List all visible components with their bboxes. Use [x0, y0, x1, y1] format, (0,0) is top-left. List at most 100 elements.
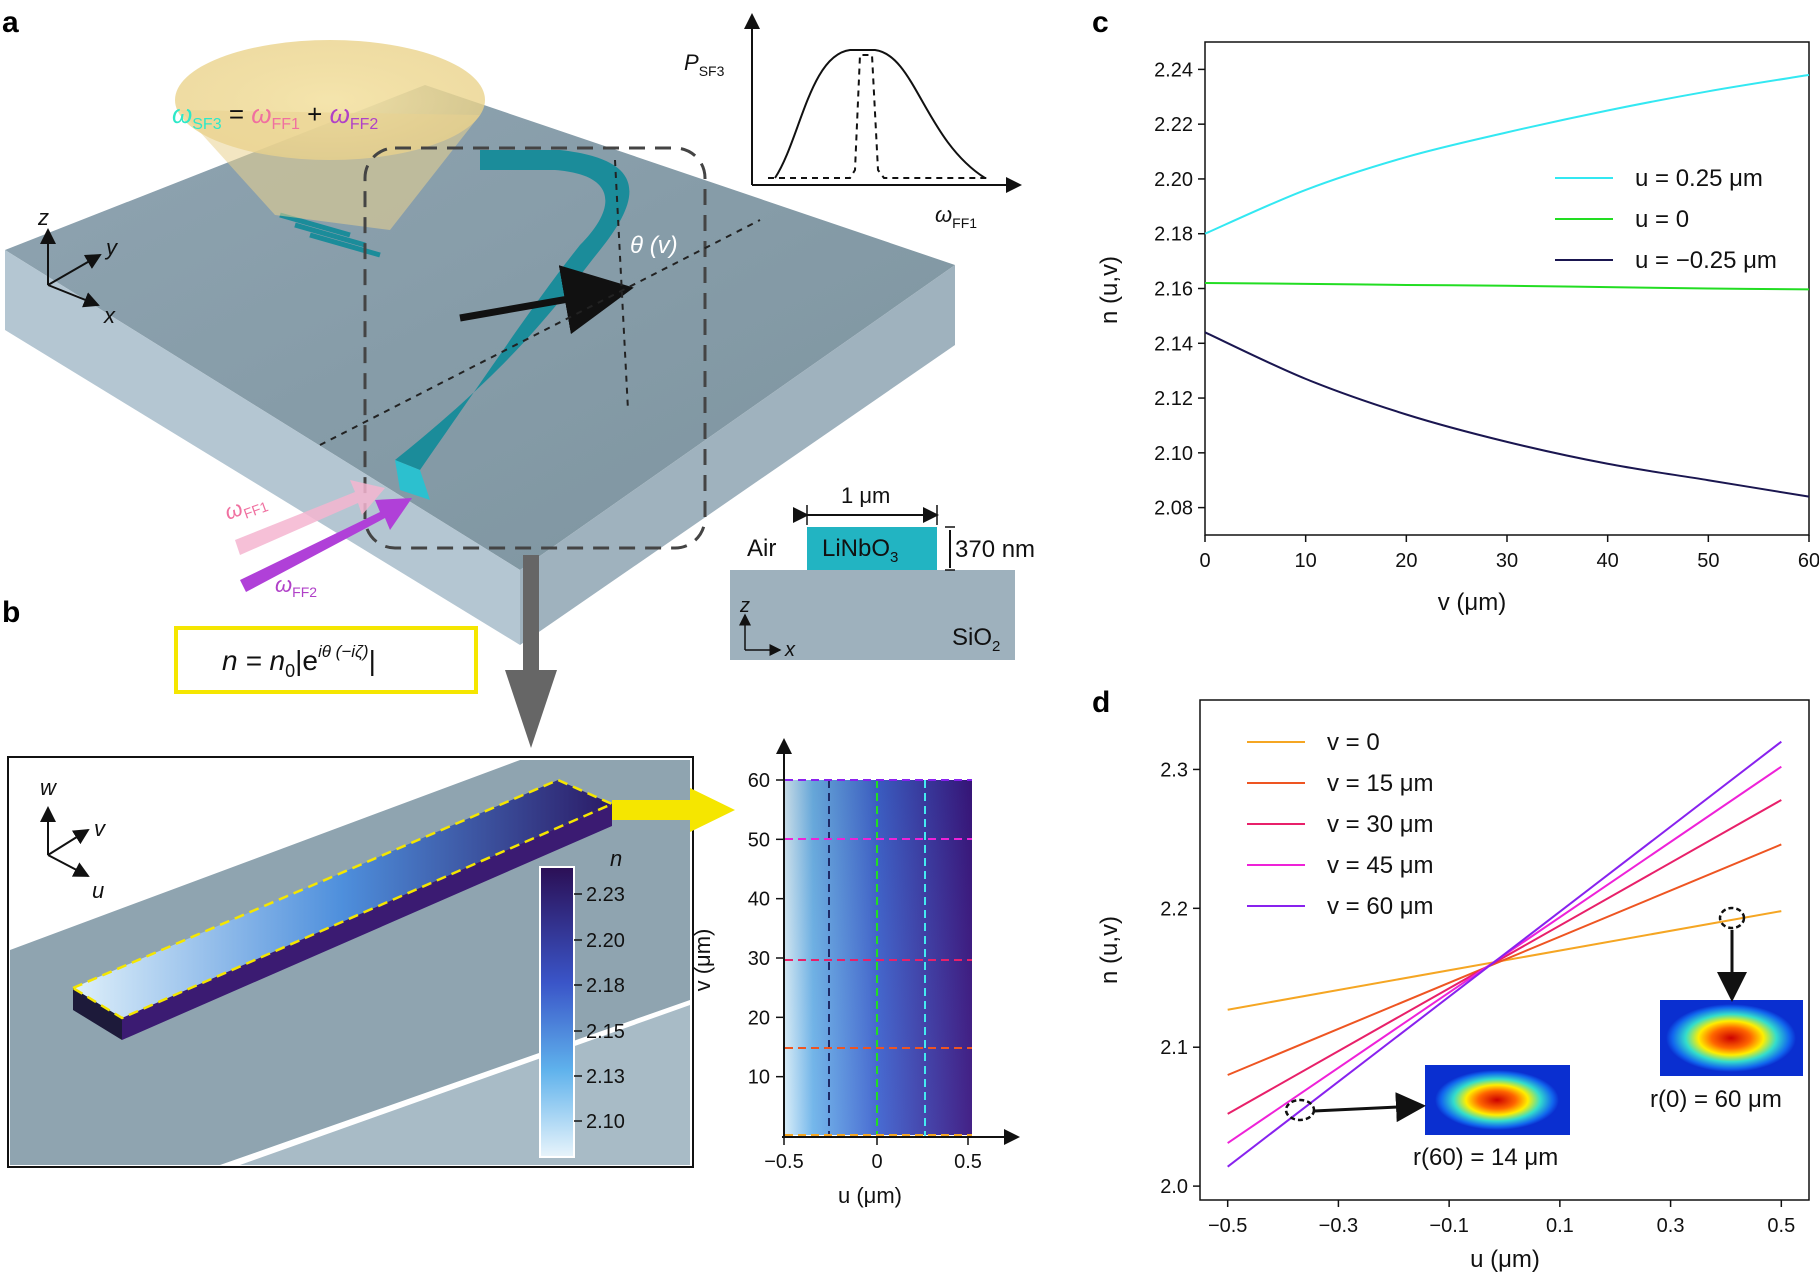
axis-triad-a: [40, 228, 102, 308]
chart-xtick-label: 0.5: [1767, 1215, 1795, 1237]
formula-box: [174, 626, 478, 694]
axis-w-label: w: [40, 775, 58, 800]
chart-d-ylabel: n (u,v): [1096, 916, 1123, 984]
chart-xtick-label: 50: [1697, 550, 1719, 572]
chart-xtick-label: 60: [1798, 550, 1819, 572]
colorbar-tick-label: 2.10: [586, 1111, 625, 1133]
input-arrow-ff1: [235, 480, 385, 555]
linbo3-core: [807, 527, 937, 570]
input-arrow-ff2: [240, 498, 412, 592]
map-ytick-label: 10: [748, 1067, 770, 1089]
frequency-relation: ωSF3 = ωFF1 + ωFF2: [172, 99, 378, 133]
chart-ytick-label: 2.16: [1154, 279, 1193, 301]
chart-c-xlabel: v (μm): [1438, 589, 1506, 616]
series-line-0: [1204, 73, 1810, 235]
waveguide-curve: [395, 150, 630, 470]
substrate-front-left: [5, 250, 520, 645]
chart-xtick-label: −0.1: [1429, 1215, 1468, 1237]
legend-label-0: v = 0: [1327, 729, 1380, 756]
panel-a-illustration: z y x θ (v) ωSF3 = ωFF1 + ωFF2 ωFF1 ωFF2…: [5, 40, 955, 748]
legend-label-2: u = −0.25 μm: [1635, 247, 1777, 274]
axis-y-label: y: [104, 235, 119, 260]
cross-section-inset: 1 μm 370 nm Air LiNbO3 SiO2 z x: [730, 483, 1035, 661]
formula-text: n = n0|eiθ (−iζ)|: [222, 642, 376, 681]
chart-xtick-label: 10: [1295, 550, 1317, 572]
map-xtick-label: 0.5: [954, 1151, 982, 1173]
dashed-vertical: [614, 159, 629, 411]
map-xtick-label: 0: [871, 1151, 882, 1173]
theta-label: θ (v): [630, 232, 678, 259]
map-xtick-label: −0.5: [764, 1151, 803, 1173]
map-ticks: −0.5 0 0.5 60 50 40 30 20 10: [748, 770, 982, 1173]
chart-xtick-label: 0: [1199, 550, 1210, 572]
substrate-top: [5, 85, 955, 570]
index-map: −0.5 0 0.5 60 50 40 30 20 10 u (μm) v (μm): [690, 738, 1020, 1208]
narrow-spectrum-curve: [768, 54, 990, 179]
cross-axis-x: x: [784, 639, 796, 661]
chart-ytick-label: 2.10: [1154, 443, 1193, 465]
cross-axis-z: z: [739, 595, 750, 617]
series-line-4: [1227, 740, 1782, 1168]
waveguide-end: [395, 460, 430, 500]
chart-xtick-label: 30: [1496, 550, 1518, 572]
map-ytick-label: 20: [748, 1007, 770, 1029]
tapered-waveguide-top: [73, 780, 612, 1018]
mode-spot-60: [1435, 1070, 1559, 1130]
legend-label-0: u = 0.25 μm: [1635, 165, 1763, 192]
colorbar-tick-label: 2.23: [586, 884, 625, 906]
width-label: 1 μm: [841, 483, 890, 508]
chart-ytick-label: 2.1: [1160, 1037, 1188, 1059]
chart-ytick-label: 2.08: [1154, 498, 1193, 520]
radius-arrow: [459, 265, 634, 335]
map-xlabel: u (μm): [838, 1183, 902, 1208]
chart-ytick-label: 2.24: [1154, 59, 1193, 81]
tapered-waveguide-side: [122, 804, 612, 1040]
chart-ytick-label: 2.2: [1160, 898, 1188, 920]
chart-ytick-label: 2.14: [1154, 333, 1193, 355]
core-label: LiNbO3: [822, 535, 898, 566]
axis-z-label: z: [37, 205, 49, 230]
inset-ylabel: PSF3: [684, 50, 725, 79]
annot-r60: r(60) = 14 μm: [1413, 1144, 1558, 1171]
colorbar-tick-label: 2.15: [586, 1021, 625, 1043]
colorbar-label: n: [610, 846, 622, 871]
down-arrow-shaft: [523, 555, 539, 670]
chart-d-xlabel: u (μm): [1470, 1246, 1540, 1273]
chart-ytick-label: 2.18: [1154, 224, 1193, 246]
series-line-1: [1227, 843, 1782, 1076]
chart-ytick-label: 2.20: [1154, 169, 1193, 191]
legend-label-2: v = 30 μm: [1327, 811, 1434, 838]
chart-ytick-label: 2.0: [1160, 1176, 1188, 1198]
cone-body: [180, 110, 480, 230]
axis-v-label: v: [94, 816, 107, 841]
axis-x-label: x: [103, 303, 116, 328]
map-ylabel: v (μm): [690, 929, 715, 992]
tapered-waveguide-end: [73, 988, 122, 1040]
chart-ytick-label: 2.12: [1154, 388, 1193, 410]
down-arrow-head: [505, 670, 557, 748]
map-ytick-label: 40: [748, 889, 770, 911]
legend-label-1: u = 0: [1635, 206, 1689, 233]
series-line-2: [1204, 331, 1810, 498]
chart-xtick-label: 20: [1395, 550, 1417, 572]
chart-xtick-label: 0.1: [1546, 1215, 1574, 1237]
annot-circle-0: [1718, 906, 1746, 930]
height-label: 370 nm: [955, 536, 1035, 563]
substrate-label: SiO2: [952, 624, 1000, 655]
chart-xtick-label: −0.5: [1208, 1215, 1247, 1237]
zoom-box: [363, 146, 707, 550]
chart-xtick-label: −0.3: [1319, 1215, 1358, 1237]
input-ff2-label: ωFF2: [275, 572, 317, 600]
colorbar-tick-label: 2.18: [586, 975, 625, 997]
legend-label-4: v = 60 μm: [1327, 893, 1434, 920]
colorbar-tick-label: 2.20: [586, 930, 625, 952]
substrate-front-right: [520, 265, 955, 645]
chart-d-frame: [1199, 699, 1810, 1201]
axis-triad-b: [40, 806, 90, 877]
series-line-1: [1204, 282, 1810, 291]
colorbar-ticks: 2.23 2.20 2.18 2.15 2.13 2.10: [574, 884, 625, 1133]
map-ytick-label: 50: [748, 829, 770, 851]
inset-xlabel: ωFF1: [935, 202, 977, 231]
chart-c: 0 10 20 30 40 50 60 2.08 2.10 2.12 2.14 2.16 2.18 2.2…: [1096, 41, 1819, 616]
